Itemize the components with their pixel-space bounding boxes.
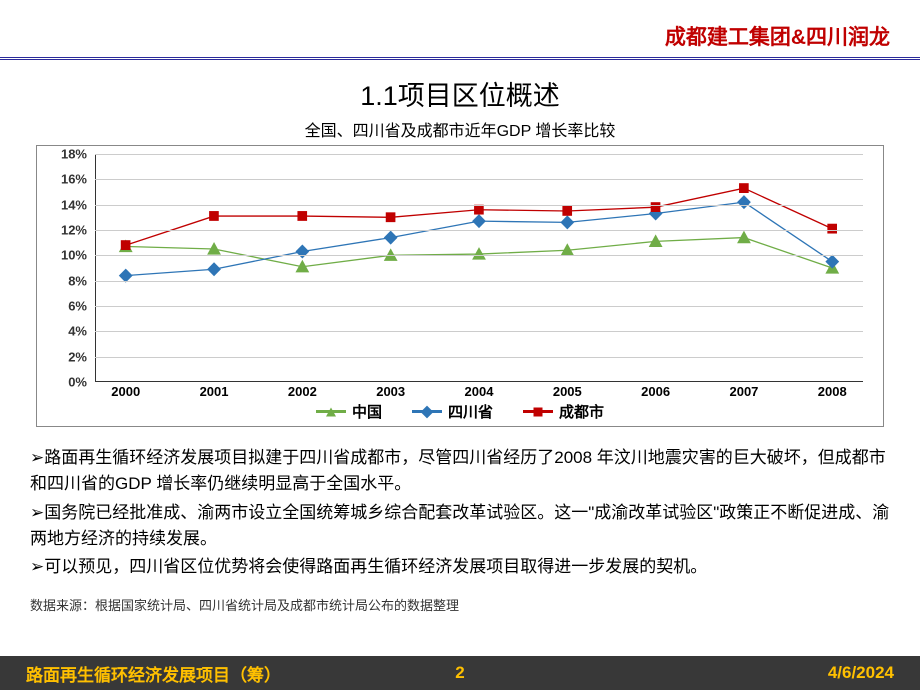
chart-legend: 中国 四川省 成都市 — [37, 401, 883, 422]
chart-plot: 0%2%4%6%8%10%12%14%16%18% 20002001200220… — [45, 154, 873, 382]
x-tick-label: 2002 — [288, 384, 317, 399]
x-tick-label: 2004 — [465, 384, 494, 399]
series-marker — [562, 206, 572, 216]
y-tick-label: 4% — [68, 324, 87, 339]
y-tick-label: 16% — [61, 172, 87, 187]
x-tick-label: 2007 — [729, 384, 758, 399]
body-text: ➢路面再生循环经济发展项目拟建于四川省成都市，尽管四川省经历了2008 年汶川地… — [30, 445, 890, 583]
series-marker — [207, 262, 221, 276]
grid-line — [95, 179, 863, 180]
footer-date: 4/6/2024 — [828, 663, 894, 683]
legend-swatch — [316, 410, 346, 413]
legend-item: 四川省 — [412, 401, 493, 422]
y-tick-label: 2% — [68, 349, 87, 364]
slide: { "header": { "company": "成都建工集团&四川润龙" }… — [0, 0, 920, 690]
y-axis: 0%2%4%6%8%10%12%14%16%18% — [45, 154, 91, 382]
y-tick-label: 6% — [68, 298, 87, 313]
y-tick-label: 8% — [68, 273, 87, 288]
gdp-chart: 0%2%4%6%8%10%12%14%16%18% 20002001200220… — [36, 145, 884, 427]
legend-item: 中国 — [316, 401, 382, 422]
x-tick-label: 2005 — [553, 384, 582, 399]
x-tick-label: 2001 — [200, 384, 229, 399]
footer-project: 路面再生循环经济发展项目（筹） — [26, 661, 281, 686]
grid-line — [95, 281, 863, 282]
series-marker — [474, 205, 484, 215]
legend-item: 成都市 — [523, 401, 604, 422]
legend-label: 四川省 — [448, 401, 493, 422]
series-marker — [737, 195, 751, 209]
series-marker — [827, 224, 837, 234]
series-marker — [297, 211, 307, 221]
bullet-paragraph: ➢路面再生循环经济发展项目拟建于四川省成都市，尽管四川省经历了2008 年汶川地… — [30, 445, 890, 498]
company-name: 成都建工集团&四川润龙 — [665, 21, 890, 51]
grid-line — [95, 230, 863, 231]
grid-line — [95, 306, 863, 307]
chart-lines-svg — [95, 154, 863, 382]
slide-footer: 路面再生循环经济发展项目（筹） 2 4/6/2024 — [0, 656, 920, 690]
grid-line — [95, 331, 863, 332]
x-tick-label: 2008 — [818, 384, 847, 399]
footer-page: 2 — [455, 663, 464, 683]
data-source: 数据来源：根据国家统计局、四川省统计局及成都市统计局公布的数据整理 — [30, 595, 890, 614]
grid-line — [95, 255, 863, 256]
y-tick-label: 18% — [61, 147, 87, 162]
x-tick-label: 2006 — [641, 384, 670, 399]
legend-label: 成都市 — [559, 401, 604, 422]
series-marker — [737, 231, 751, 244]
legend-marker-icon — [421, 405, 434, 418]
legend-swatch — [412, 410, 442, 413]
grid-line — [95, 357, 863, 358]
legend-label: 中国 — [352, 401, 382, 422]
y-tick-label: 14% — [61, 197, 87, 212]
header-bar: 成都建工集团&四川润龙 — [0, 0, 920, 60]
series-marker — [651, 202, 661, 212]
series-marker — [386, 212, 396, 222]
series-marker — [560, 215, 574, 229]
series-marker — [295, 245, 309, 259]
legend-marker-icon — [534, 407, 543, 416]
series-marker — [209, 211, 219, 221]
y-tick-label: 0% — [68, 375, 87, 390]
x-tick-label: 2003 — [376, 384, 405, 399]
series-marker — [384, 231, 398, 245]
bullet-paragraph: ➢国务院已经批准成、渝两市设立全国统筹城乡综合配套改革试验区。这一"成渝改革试验… — [30, 500, 890, 553]
grid-line — [95, 154, 863, 155]
x-axis-labels: 2000 2001 2002 2003 2004 2005 2006 2007 2008 — [95, 384, 863, 402]
grid-line — [95, 205, 863, 206]
series-marker — [472, 214, 486, 228]
bullet-paragraph: ➢可以预见，四川省区位优势将会使得路面再生循环经济发展项目取得进一步发展的契机。 — [30, 554, 890, 580]
y-tick-label: 12% — [61, 222, 87, 237]
plot-area — [95, 154, 863, 382]
series-marker — [739, 183, 749, 193]
x-tick-label: 2000 — [111, 384, 140, 399]
chart-subtitle: 全国、四川省及成都市近年GDP 增长率比较 — [0, 117, 920, 141]
slide-title: 1.1项目区位概述 — [0, 74, 920, 113]
series-marker — [121, 240, 131, 250]
legend-marker-icon — [326, 407, 336, 416]
legend-swatch — [523, 410, 553, 413]
y-tick-label: 10% — [61, 248, 87, 263]
